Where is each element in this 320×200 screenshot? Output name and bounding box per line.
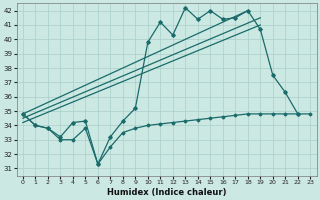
X-axis label: Humidex (Indice chaleur): Humidex (Indice chaleur) (107, 188, 226, 197)
